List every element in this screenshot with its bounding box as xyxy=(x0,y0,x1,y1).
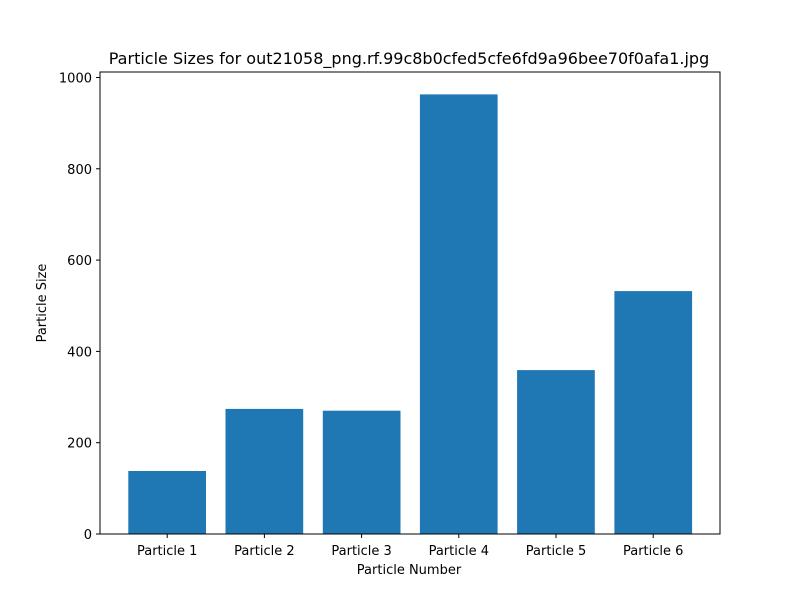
plot-frame xyxy=(99,71,721,535)
x-tick-label-6: Particle 6 xyxy=(623,544,683,559)
x-tick-label-5: Particle 5 xyxy=(526,544,586,559)
bar-2 xyxy=(225,408,304,534)
x-tick-label-4: Particle 4 xyxy=(429,544,489,559)
y-tick-label-400: 400 xyxy=(67,345,92,360)
bar-6 xyxy=(614,291,693,534)
y-axis: 0 200 400 600 800 1000 xyxy=(59,71,100,543)
bars-group xyxy=(128,94,693,535)
y-tick-label-600: 600 xyxy=(67,254,92,269)
y-tick-label-800: 800 xyxy=(67,163,92,178)
y-tick-label-0: 0 xyxy=(84,528,92,543)
y-axis-label: Particle Size xyxy=(35,264,50,343)
y-tick-label-200: 200 xyxy=(67,437,92,452)
bar-5 xyxy=(517,370,595,534)
bar-3 xyxy=(322,410,401,534)
x-tick-label-3: Particle 3 xyxy=(331,544,391,559)
x-axis-label: Particle Number xyxy=(357,563,462,578)
bar-1 xyxy=(128,471,206,534)
x-tick-label-2: Particle 2 xyxy=(234,544,294,559)
x-axis: Particle 1 Particle 2 Particle 3 Particle 4… xyxy=(137,534,683,559)
chart-title: Particle Sizes for out21058_png.rf.99c8b… xyxy=(109,49,709,69)
x-tick-label-1: Particle 1 xyxy=(137,544,197,559)
bar-4 xyxy=(419,94,498,535)
y-tick-label-1000: 1000 xyxy=(59,71,92,86)
